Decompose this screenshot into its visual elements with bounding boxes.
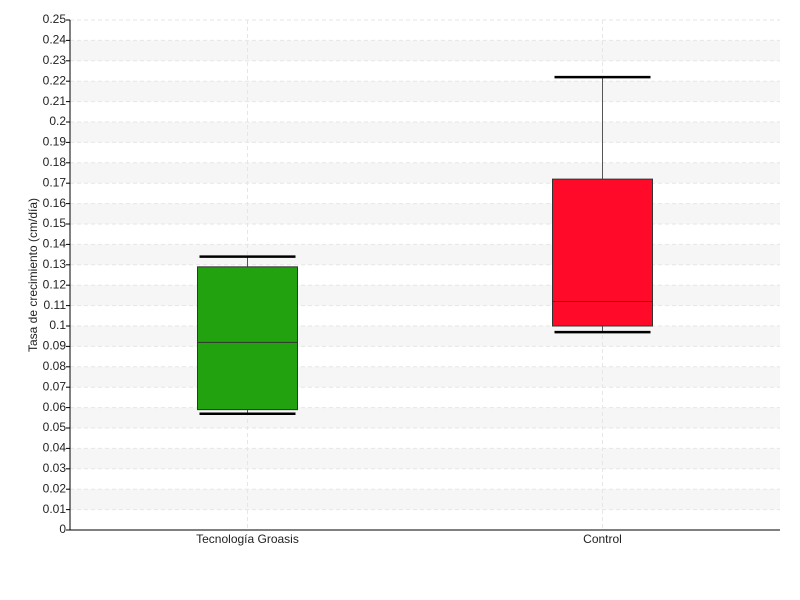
y-tick-label: 0.03 [43,461,67,475]
grid-band [70,40,780,61]
y-tick-label: 0.1 [49,318,66,332]
y-tick-label: 0 [59,522,66,536]
y-tick-label: 0.13 [43,257,67,271]
y-tick-label: 0.14 [43,237,67,251]
y-tick-label: 0.25 [43,12,67,26]
y-tick-label: 0.04 [43,441,67,455]
grid-band [70,285,780,306]
box [552,178,653,327]
y-tick-label: 0.06 [43,400,67,414]
y-tick-label: 0.16 [43,196,67,210]
grid-band [70,122,780,143]
y-tick-label: 0.21 [43,94,67,108]
grid-band [70,489,780,510]
grid-band [70,448,780,469]
y-tick-label: 0.09 [43,339,67,353]
y-tick-label: 0.07 [43,379,67,393]
y-tick-label: 0.23 [43,53,67,67]
y-axis-label: Tasa de crecimiento (cm/día) [26,198,40,352]
grid-band [70,203,780,224]
y-tick-label: 0.08 [43,359,67,373]
y-tick-label: 0.15 [43,216,67,230]
y-tick-label: 0.24 [43,33,67,47]
y-tick-label: 0.2 [49,114,66,128]
box [197,266,298,411]
y-tick-label: 0.17 [43,175,67,189]
y-tick-label: 0.02 [43,481,67,495]
x-tick-label: Control [583,532,622,546]
y-tick-label: 0.12 [43,277,67,291]
grid-band [70,407,780,428]
x-tick-label: Tecnología Groasis [196,532,299,546]
y-tick-label: 0.18 [43,155,67,169]
grid-band [70,81,780,102]
grid-band [70,326,780,347]
grid-band [70,244,780,265]
y-tick-label: 0.11 [44,298,67,312]
grid-band [70,162,780,184]
y-tick-label: 0.01 [43,502,67,516]
y-tick-label: 0.05 [43,420,67,434]
y-tick-label: 0.19 [43,135,67,149]
grid-band [70,366,780,388]
y-tick-label: 0.22 [43,73,67,87]
